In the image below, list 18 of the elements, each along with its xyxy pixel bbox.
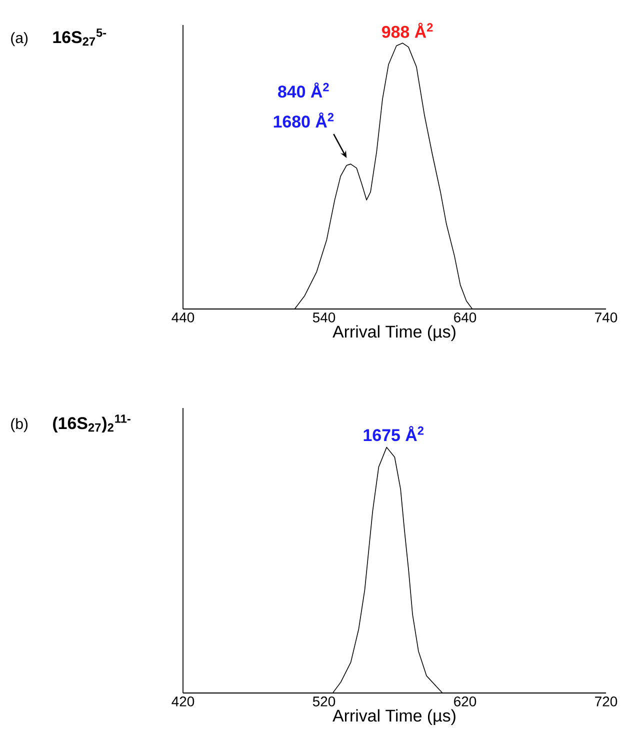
x-tick-label: 740 [595,312,618,322]
x-tick-label: 620 [454,696,476,706]
x-axis-title: Arrival Time (µs) [332,709,456,726]
x-axis-title: Arrival Time (µs) [332,325,456,342]
annotation: 840 Å$^{2}$ [278,82,329,98]
chart-subtitle: 16S$_{27}$5- [53,28,106,46]
x-tick-label: 440 [172,312,194,322]
x-tick-label: 420 [172,696,194,706]
text: (b) [11,418,28,432]
x-tick-label: 640 [454,312,476,322]
x-tick-label: 540 [312,312,336,322]
annotation: 988 Å$^{2}$ [382,22,433,38]
chart-subtitle: (16S$_{27}$)$_{2}$11- [53,414,130,433]
x-tick-label: 720 [595,696,618,706]
annotation: 1680 Å$^{2}$ [274,112,334,128]
x-tick-label: 520 [312,696,336,706]
annotation: 1675 Å$^{2}$ [364,426,424,442]
text: (a) [11,32,28,46]
